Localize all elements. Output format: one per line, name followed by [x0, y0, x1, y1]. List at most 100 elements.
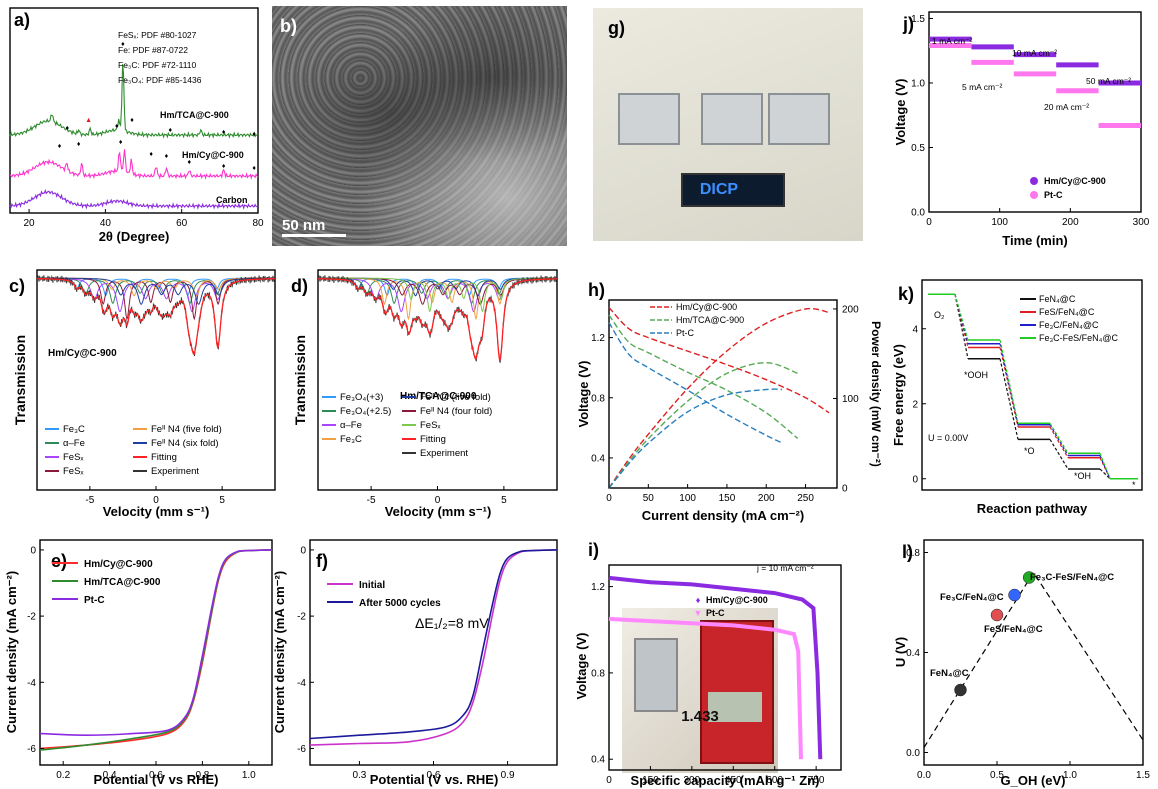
- panel-j: j) 0 100 200 300 0.0 0.5 1.0 1.5 1 mA cm⁻² 5 mA c…: [893, 11, 1150, 248]
- power-curve: [608, 307, 830, 489]
- y-axis-label-l: U (V): [893, 637, 908, 667]
- panel-letter-e: e): [51, 551, 67, 571]
- current-label: 10 mA cm⁻²: [1012, 48, 1057, 58]
- current-label: 20 mA cm⁻²: [1044, 102, 1089, 112]
- legend-label: FeN₄@C: [1039, 294, 1076, 304]
- polarization-curves-h: 0 50 100 150 200 250 0.4 0.8 1.2 0 100 200: [591, 304, 859, 504]
- x-tick-label: 0.6: [149, 770, 163, 781]
- y-tick-label: 100: [842, 394, 859, 405]
- sample-label-c: Hm/Cy@C-900: [48, 348, 117, 359]
- x-axis-label-d: Velocity (mm s⁻¹): [385, 504, 492, 519]
- y-tick-label: -6: [27, 744, 36, 755]
- panel-letter-k: k): [898, 284, 914, 304]
- x-tick-label: 1.0: [242, 770, 256, 781]
- x-axis-label-k: Reaction pathway: [977, 501, 1088, 516]
- x-tick-label: 150: [642, 775, 659, 786]
- delta-e-label: ΔE₁/₂=8 mV: [415, 615, 489, 631]
- panel-a: a) ♦ ▲ ♦ ♦ ♦ ♦ ♦ ♦ ♦ ♦ ♦ ♦ ♦ ♦ ♦ ♦ FeSₓ: PDF #80-1027 F…: [9, 7, 264, 244]
- y-tick-label: 1.5: [911, 14, 925, 25]
- x-tick-label: 150: [719, 493, 736, 504]
- point-label: Fe₃C/FeN₄@C: [940, 592, 1004, 603]
- lsv-curve: [309, 549, 558, 740]
- x-tick-label: 0.5: [990, 770, 1004, 781]
- y-tick-label: 200: [842, 304, 859, 315]
- intermediate-label: *O: [1024, 446, 1035, 456]
- phase-marker: ♦: [121, 41, 125, 48]
- panel-i: i) 0 150 300 450 600 750 0.4 0.8 1.2 ♦ Hm/Cy@C-90…: [574, 540, 842, 788]
- data-point: [1022, 571, 1036, 584]
- xrd-pattern: [9, 189, 259, 210]
- series-label: Hm/Cy@C-900: [182, 150, 244, 160]
- x-axis-ticks-a: 20 40 60 80: [24, 209, 264, 229]
- phase-marker: ♦: [188, 159, 192, 166]
- x-tick-label: 200: [758, 493, 775, 504]
- rate-curves-j: 0 100 200 300 0.0 0.5 1.0 1.5 1 mA cm⁻² 5 mA cm⁻²…: [911, 14, 1150, 228]
- legend-label: Fe₃O₄(+3): [340, 392, 383, 403]
- x-tick-label: -5: [367, 495, 376, 506]
- plot-frame-e: [39, 539, 273, 766]
- data-point: [954, 683, 967, 697]
- multimeter-screen: [708, 692, 762, 722]
- x-tick-label: 40: [100, 218, 112, 229]
- data-point: [990, 608, 1004, 622]
- multimeter-photo: [622, 608, 778, 773]
- y-axis-label-j: Voltage (V): [893, 79, 908, 146]
- voltage-curve: [608, 314, 799, 439]
- experiment-curve: [36, 274, 276, 357]
- x-tick-label: -5: [85, 495, 94, 506]
- legend-marker: ♦: [696, 595, 701, 605]
- y-axis-label-k: Free energy (eV): [891, 344, 906, 446]
- y-tick-label: 0: [300, 545, 306, 556]
- energy-connector: [1099, 453, 1111, 479]
- x-tick-label: 200: [1062, 217, 1079, 228]
- y-tick-label: -2: [27, 612, 36, 623]
- x-axis-ticks-c: -5 0 5: [85, 486, 225, 506]
- legend-label: FeSₓ: [63, 466, 84, 477]
- legend-label: Hm/Cy@C-900: [1044, 176, 1106, 186]
- x-tick-label: 5: [219, 495, 225, 506]
- lsv-curves-f: 0.3 0.6 0.9 0 -2 -4 -6: [297, 545, 558, 781]
- cell-3: [768, 93, 830, 145]
- free-energy-steps-k: 0 2 4 O₂ *OOH *O *OH * U = 0.00V: [912, 293, 1138, 490]
- x-tick-label: 100: [991, 217, 1008, 228]
- intermediate-label: *: [1132, 480, 1136, 490]
- panel-letter-g: g): [608, 18, 625, 38]
- fitting-curve: [318, 278, 557, 361]
- legend-label: Fe₃O₄(+2.5): [340, 406, 391, 417]
- legend-marker: ▼: [694, 608, 703, 618]
- y-tick-label: 0: [30, 545, 36, 556]
- x-tick-label: 1.0: [1063, 770, 1077, 781]
- legend-item: FeSₓ: PDF #80-1027: [118, 30, 197, 40]
- legend-d: Fe₃O₄(+3) Fe₃O₄(+2.5) α–Fe Fe₃C Feᴵᴵ N4 (fiv…: [322, 392, 492, 459]
- y-axis-label-c: Transmission: [12, 335, 28, 425]
- panel-letter-d: d): [291, 276, 308, 296]
- x-tick-label: 20: [24, 218, 36, 229]
- intermediate-label: O₂: [934, 310, 945, 320]
- intermediate-label: *OH: [1074, 471, 1091, 481]
- legend-marker: [1030, 191, 1038, 199]
- y-tick-label: 0.0: [906, 748, 920, 759]
- x-axis-ticks-d: -5 0 5: [367, 486, 507, 506]
- energy-connector: [1049, 422, 1069, 454]
- x-tick-label: 0: [435, 495, 441, 506]
- current-label: 1 mA cm⁻²: [932, 36, 973, 46]
- x-tick-label: 0.0: [917, 770, 931, 781]
- x-axis-label-a: 2θ (Degree): [99, 229, 170, 244]
- x-tick-label: 0.9: [501, 770, 515, 781]
- lsv-curves-e: 0.2 0.4 0.6 0.8 1.0 0 -2 -4 -6: [27, 545, 273, 781]
- y-axis-label-i: Voltage (V): [574, 633, 589, 700]
- y-tick-label: 0: [842, 484, 848, 495]
- x-tick-label: 0: [606, 493, 612, 504]
- voltage-curve: [608, 307, 830, 414]
- legend-label: Hm/TCA@C-900: [676, 315, 744, 325]
- legend-label: Pt-C: [706, 608, 725, 618]
- sample-label-d: Hm/TCA@C-900: [400, 391, 477, 402]
- legend-e: Hm/Cy@C-900 Hm/TCA@C-900 Pt-C: [52, 559, 161, 606]
- legend-label: Experiment: [151, 466, 199, 477]
- legend-c: Fe₃C α–Fe FeSₓ FeSₓ Feᴵᴵ N4 (five fold) Feᴵᴵ …: [45, 424, 222, 477]
- panel-letter-b: b): [280, 16, 297, 36]
- volcano-plot-l: FeN₄@C FeS/FeN₄@C Fe₃C/FeN₄@C Fe₃C-FeS/FeN₄…: [906, 548, 1150, 781]
- panel-letter-i: i): [588, 540, 599, 560]
- phase-marker: ▲: [85, 117, 92, 124]
- energy-connector: [1099, 455, 1111, 479]
